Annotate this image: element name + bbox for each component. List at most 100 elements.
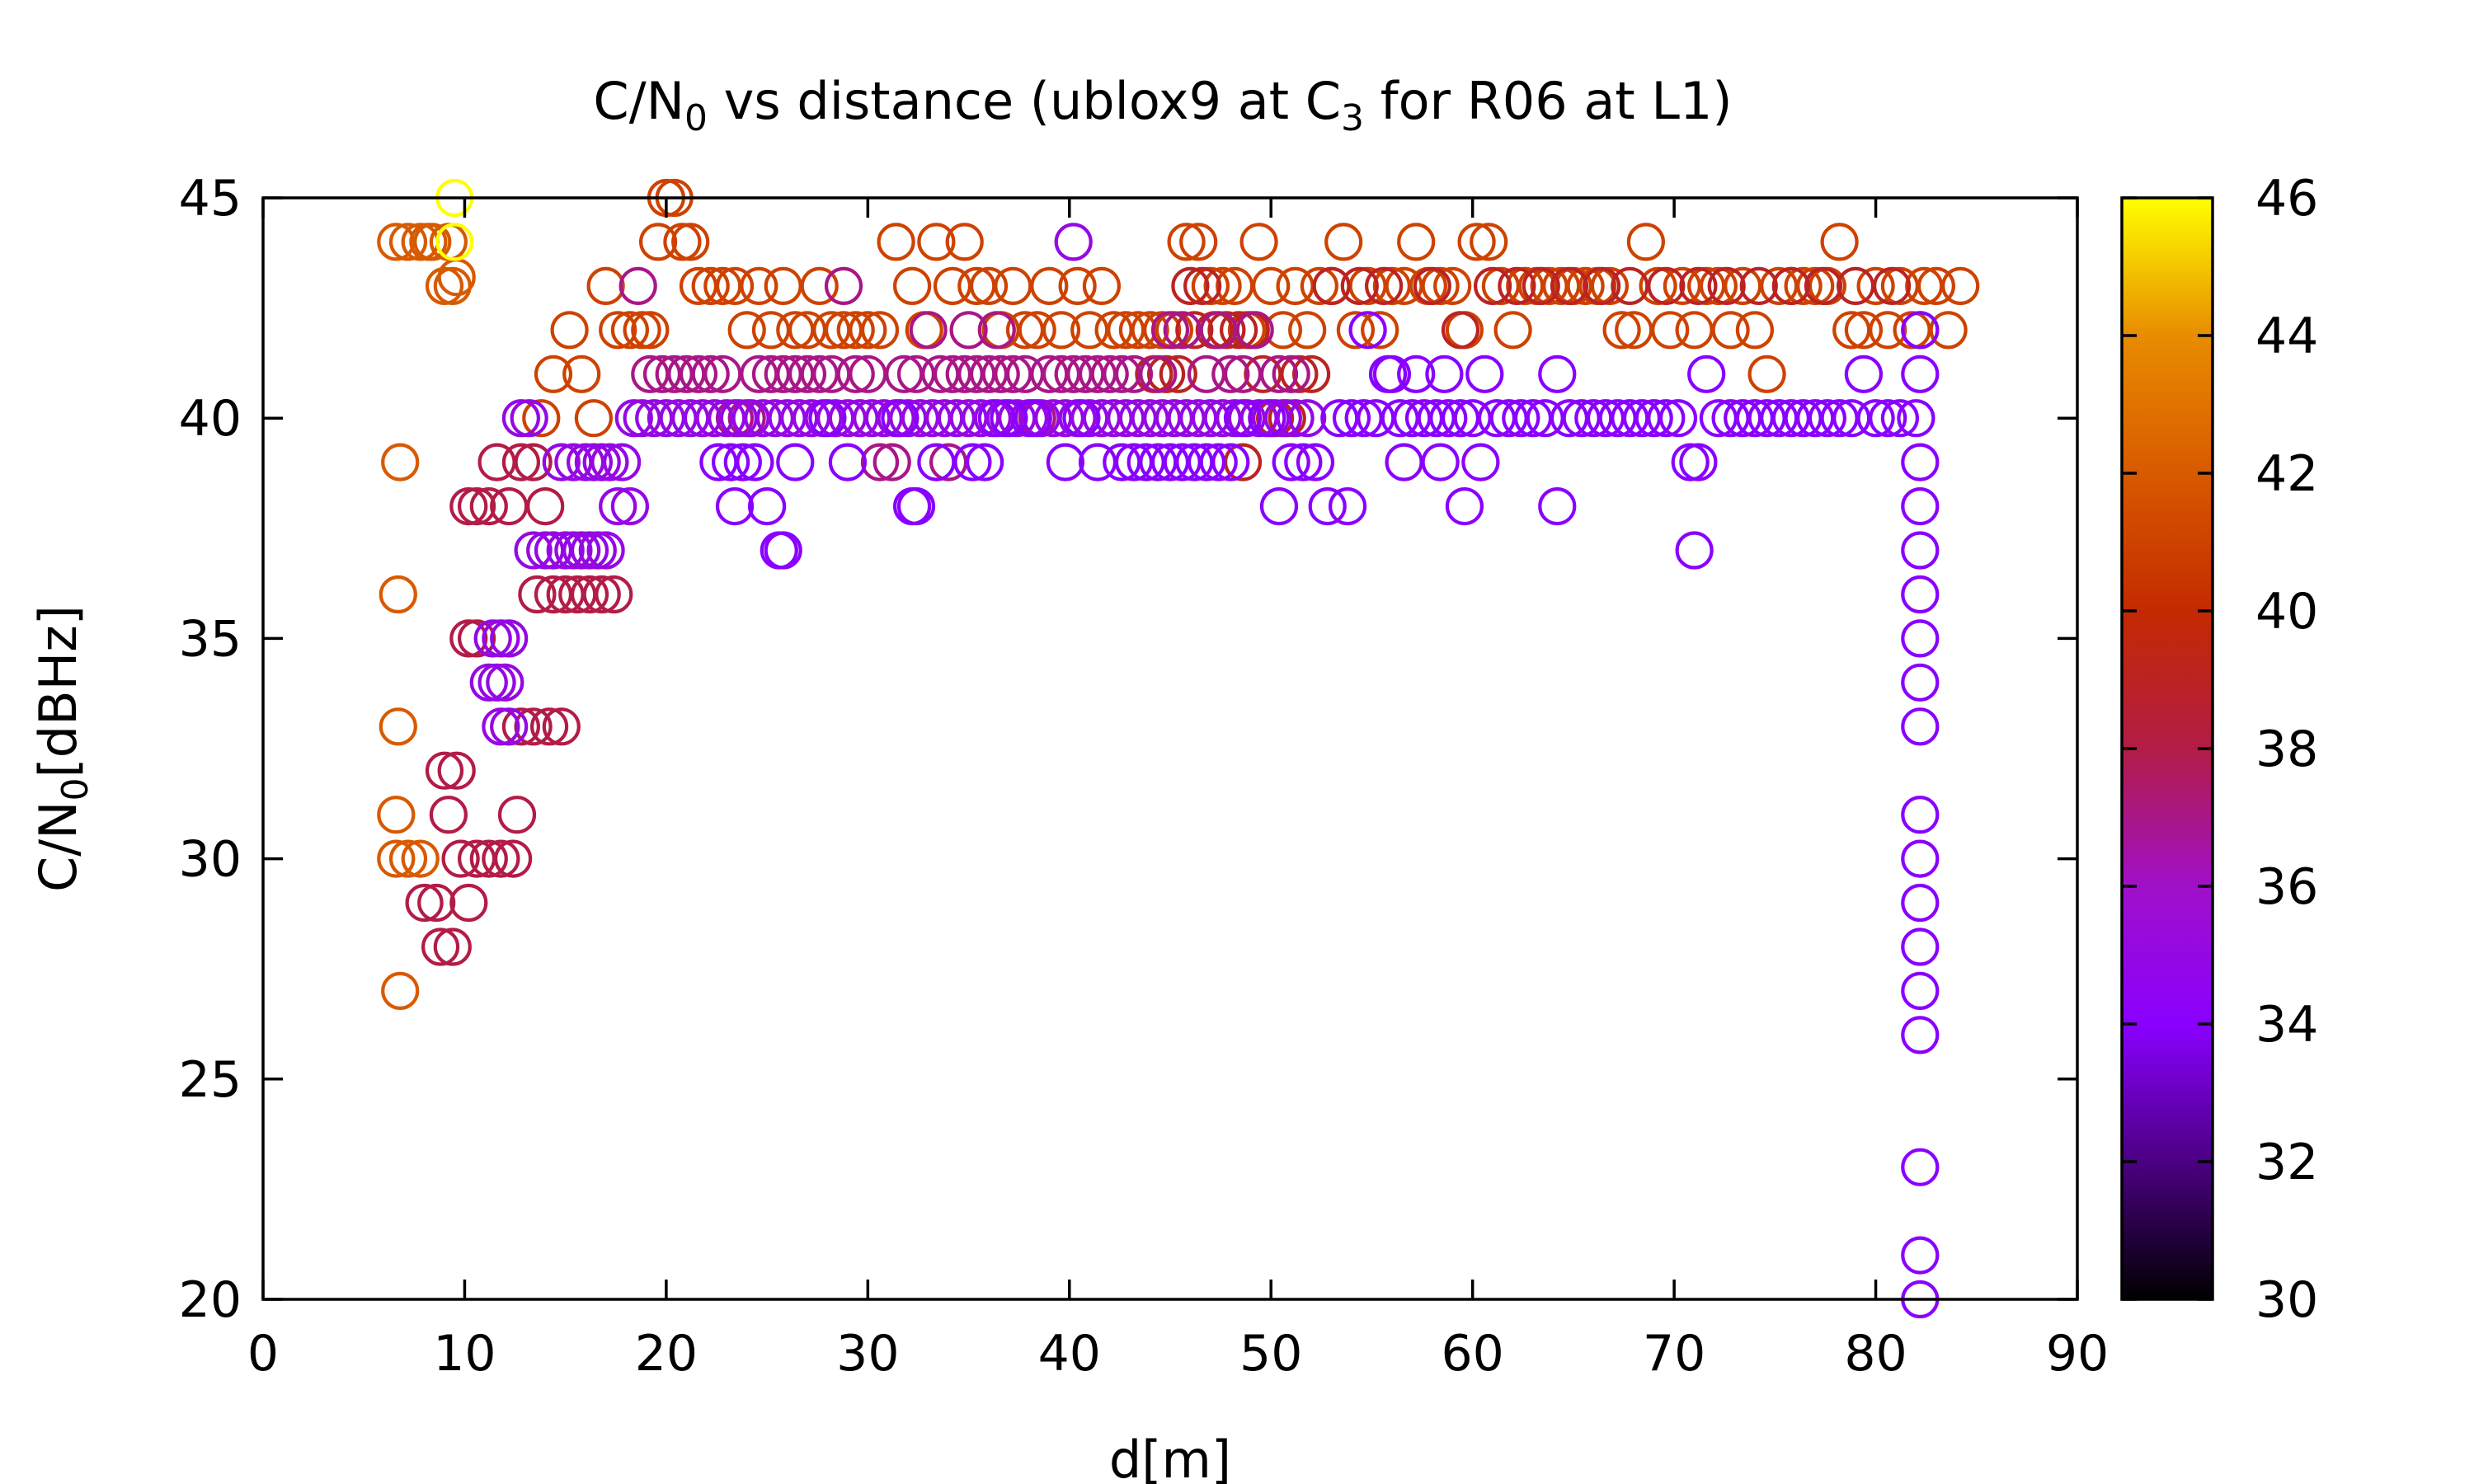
data-point xyxy=(1312,266,1351,305)
data-point xyxy=(1348,311,1387,350)
data-point xyxy=(1647,266,1686,305)
data-point xyxy=(1679,443,1718,481)
data-point xyxy=(836,311,875,350)
data-point xyxy=(1150,311,1190,350)
data-point xyxy=(582,575,621,614)
data-point xyxy=(1146,355,1186,393)
data-point xyxy=(490,619,529,658)
data-point xyxy=(1397,355,1436,393)
data-point xyxy=(1901,311,1940,350)
data-point xyxy=(409,223,448,261)
data-point xyxy=(1207,311,1246,350)
data-point xyxy=(1191,266,1230,305)
data-point xyxy=(1332,399,1371,438)
data-point xyxy=(490,707,529,746)
data-point xyxy=(425,751,464,790)
data-point xyxy=(1739,266,1778,305)
ylabel-suffix: [dBHz] xyxy=(28,605,88,777)
data-point xyxy=(764,531,802,570)
data-point xyxy=(1030,266,1069,305)
data-point xyxy=(1259,355,1299,393)
data-point xyxy=(1735,311,1774,350)
data-point xyxy=(437,751,476,790)
data-point xyxy=(1114,355,1154,393)
data-point xyxy=(1687,355,1726,393)
data-point xyxy=(977,311,1016,350)
data-point xyxy=(1445,486,1484,526)
data-point xyxy=(1873,266,1912,305)
colorbar xyxy=(2120,196,2214,1301)
data-point xyxy=(872,443,911,481)
points-layer xyxy=(377,178,1980,1319)
data-point xyxy=(679,355,718,393)
y-axis-title: C/N0[dBHz] xyxy=(28,605,96,892)
data-point xyxy=(723,443,762,481)
x-tick-label: 10 xyxy=(433,1325,496,1383)
data-point xyxy=(599,486,637,526)
data-point xyxy=(381,971,420,1011)
data-point xyxy=(1413,266,1451,305)
data-point xyxy=(1550,266,1589,305)
x-tick-label: 60 xyxy=(1441,1325,1503,1383)
data-point xyxy=(1522,266,1560,305)
colorbar-tick-label: 38 xyxy=(2255,721,2318,778)
data-point xyxy=(1590,266,1630,305)
x-tick-label: 80 xyxy=(1844,1325,1907,1383)
data-point xyxy=(1917,266,1955,305)
data-point xyxy=(736,443,774,481)
data-point xyxy=(542,707,581,746)
data-point xyxy=(1901,443,1940,481)
data-point xyxy=(711,443,750,481)
data-point xyxy=(892,266,932,305)
data-point xyxy=(554,531,593,570)
data-point xyxy=(435,223,474,261)
colorbar-tick-label: 40 xyxy=(2255,583,2318,641)
data-point xyxy=(590,443,629,481)
data-point xyxy=(715,486,755,526)
data-point xyxy=(1634,399,1673,438)
data-point xyxy=(1897,399,1935,438)
data-point xyxy=(1239,223,1278,261)
data-point xyxy=(1046,443,1085,481)
colorbar-tick-label: 46 xyxy=(2255,170,2318,228)
data-point xyxy=(909,311,948,350)
plot-frame xyxy=(261,196,2079,1301)
data-point xyxy=(510,399,548,438)
y-tick-label: 25 xyxy=(179,1051,242,1109)
data-point xyxy=(1457,223,1496,261)
data-point xyxy=(860,443,900,481)
data-point xyxy=(1869,399,1907,438)
colorbar-tick-label: 30 xyxy=(2255,1271,2318,1329)
data-point xyxy=(570,575,609,614)
data-point xyxy=(1901,531,1940,570)
data-point xyxy=(574,399,614,438)
data-point xyxy=(1707,266,1746,305)
x-tick-label: 40 xyxy=(1038,1325,1101,1383)
data-point xyxy=(1090,355,1129,393)
data-point xyxy=(514,531,553,570)
data-point xyxy=(691,355,730,393)
data-point xyxy=(582,443,621,481)
data-point xyxy=(562,355,601,393)
data-point xyxy=(1901,883,1940,923)
x-tick-label: 90 xyxy=(2046,1325,2109,1383)
data-point xyxy=(501,707,541,746)
data-point xyxy=(1901,971,1940,1011)
x-tick-label: 70 xyxy=(1643,1325,1705,1383)
data-point xyxy=(490,486,529,526)
data-point xyxy=(1647,399,1686,438)
data-point xyxy=(614,399,653,438)
data-point xyxy=(1582,266,1621,305)
data-point xyxy=(1566,266,1605,305)
data-point xyxy=(1421,443,1460,481)
data-point xyxy=(586,531,625,570)
data-point xyxy=(949,311,988,350)
data-point xyxy=(379,575,417,614)
data-point xyxy=(1502,399,1540,438)
data-point xyxy=(618,266,657,305)
data-point xyxy=(1203,266,1242,305)
data-point xyxy=(546,531,585,570)
data-point xyxy=(433,928,472,966)
data-point xyxy=(388,839,428,878)
data-point xyxy=(534,355,573,393)
